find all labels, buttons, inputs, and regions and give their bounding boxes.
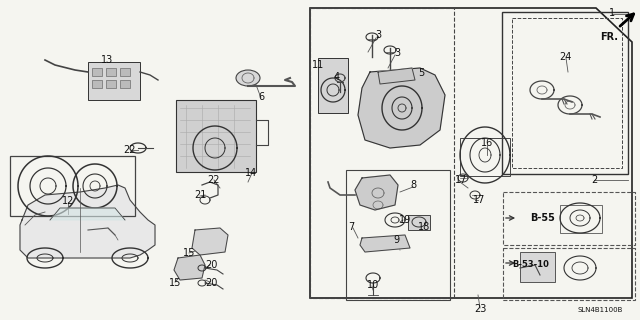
Text: 11: 11 [312, 60, 324, 70]
Bar [120, 80, 130, 88]
Bar [120, 68, 130, 76]
Bar [106, 80, 116, 88]
Text: 24: 24 [559, 52, 571, 62]
Text: 17: 17 [473, 195, 485, 205]
Text: 9: 9 [393, 235, 399, 245]
Text: 19: 19 [399, 215, 411, 225]
Polygon shape [378, 68, 415, 84]
Bar [10, 156, 135, 216]
Text: 15: 15 [183, 248, 195, 258]
Text: 5: 5 [418, 68, 424, 78]
Text: B-55: B-55 [531, 213, 556, 223]
Bar [512, 18, 622, 168]
Text: 20: 20 [205, 278, 217, 288]
Polygon shape [355, 175, 398, 210]
Text: 12: 12 [62, 196, 74, 206]
Text: 1: 1 [609, 8, 615, 18]
Text: 18: 18 [418, 222, 430, 232]
Text: 4: 4 [334, 72, 340, 82]
Text: B-53-10: B-53-10 [513, 260, 549, 269]
Text: 13: 13 [101, 55, 113, 65]
Ellipse shape [236, 70, 260, 86]
Text: FR.: FR. [600, 32, 618, 42]
Text: SLN4B1100B: SLN4B1100B [577, 307, 623, 313]
Bar [318, 58, 348, 113]
Text: 20: 20 [205, 260, 217, 270]
Bar [520, 252, 555, 282]
Text: 3: 3 [375, 30, 381, 40]
Text: 7: 7 [348, 222, 354, 232]
Bar [92, 68, 102, 76]
Bar [88, 62, 140, 100]
Text: 23: 23 [474, 304, 486, 314]
Bar [106, 68, 116, 76]
Polygon shape [20, 185, 155, 258]
Bar [176, 100, 256, 172]
Bar [503, 248, 635, 300]
Text: 6: 6 [258, 92, 264, 102]
Polygon shape [358, 68, 445, 148]
Text: 3: 3 [394, 48, 400, 58]
Text: 14: 14 [245, 168, 257, 178]
Text: 17: 17 [455, 175, 467, 185]
Bar [503, 192, 635, 245]
Text: 22: 22 [208, 175, 220, 185]
Polygon shape [360, 235, 410, 252]
Polygon shape [174, 255, 205, 280]
Bar [92, 80, 102, 88]
Bar [346, 170, 450, 300]
Bar [460, 138, 510, 176]
Text: 8: 8 [410, 180, 416, 190]
Text: 22: 22 [124, 145, 136, 155]
Bar [502, 12, 628, 174]
Text: 15: 15 [169, 278, 181, 288]
Text: 2: 2 [591, 175, 597, 185]
Text: 21: 21 [194, 190, 206, 200]
Polygon shape [192, 228, 228, 255]
Polygon shape [50, 208, 125, 220]
Text: 16: 16 [481, 138, 493, 148]
Bar [408, 215, 430, 230]
Bar [560, 205, 602, 233]
Text: 10: 10 [367, 280, 379, 290]
